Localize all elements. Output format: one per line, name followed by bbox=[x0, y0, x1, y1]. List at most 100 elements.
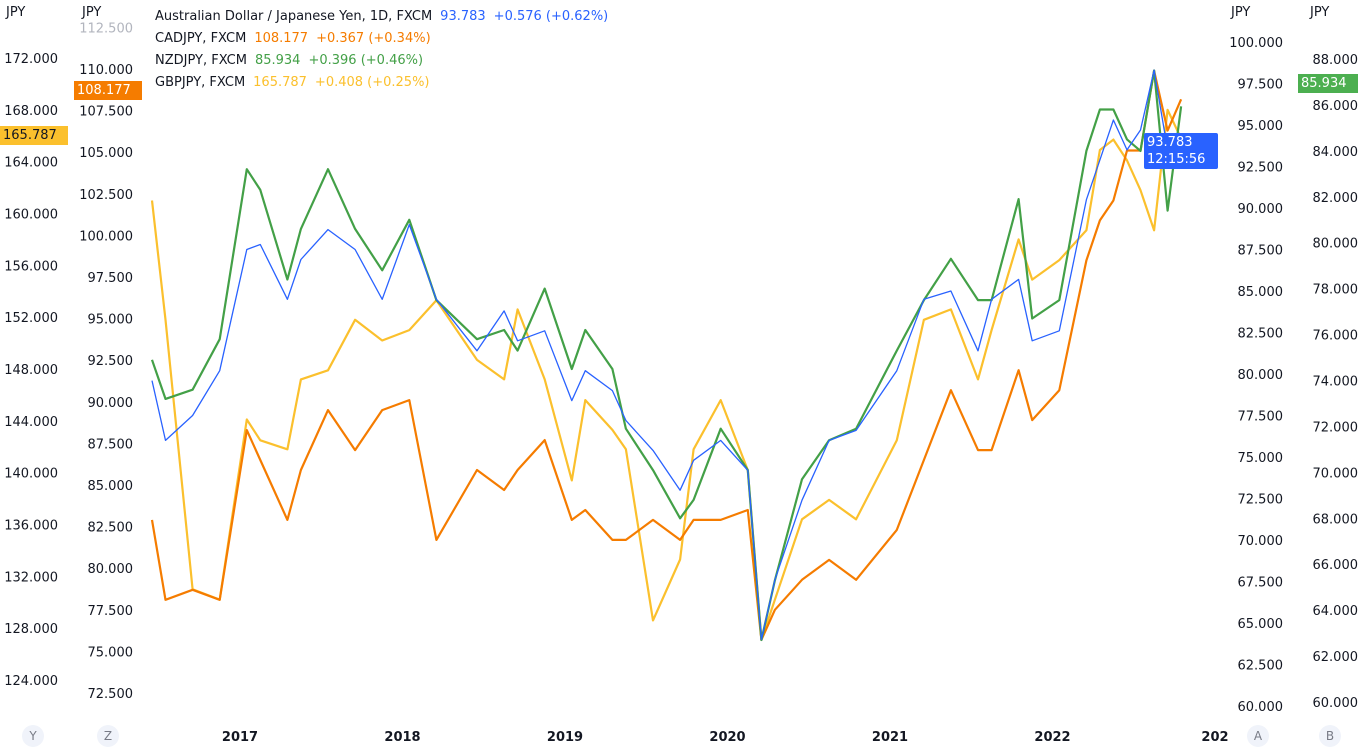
scale-a-tick-label: 67.500 bbox=[1238, 576, 1284, 591]
scale-b-tick-label: 68.000 bbox=[1313, 512, 1359, 527]
legend-value: 165.787 bbox=[253, 75, 307, 90]
series-line-nzdjpy[interactable] bbox=[150, 69, 1183, 642]
legend-change: +0.576 (+0.62%) bbox=[493, 9, 609, 24]
legend-change: +0.367 (+0.34%) bbox=[316, 31, 431, 46]
scale-b-tick-label: 82.000 bbox=[1313, 191, 1359, 206]
scale-a-tick-label: 100.000 bbox=[1229, 36, 1283, 51]
price-tag-audjpy: 93.783 12:15:56 bbox=[1144, 133, 1218, 169]
x-axis-tick-label: 2018 bbox=[384, 730, 420, 745]
scale-b-tick-label: 86.000 bbox=[1313, 99, 1359, 114]
scale-z-tick-label: 100.000 bbox=[79, 229, 133, 244]
scale-b-tick-label: 70.000 bbox=[1313, 466, 1359, 481]
scale-z-button[interactable]: Z bbox=[97, 725, 119, 747]
legend-value: 108.177 bbox=[254, 31, 309, 46]
scale-b-tick-label: 62.000 bbox=[1313, 650, 1359, 665]
scale-a-tick-label: 80.000 bbox=[1238, 368, 1284, 383]
x-axis-tick-label: 2021 bbox=[872, 730, 908, 745]
scale-y-tick-label: 168.000 bbox=[4, 104, 58, 119]
scale-a-tick-label: 62.500 bbox=[1238, 659, 1284, 674]
scale-y-tick-label: 132.000 bbox=[4, 570, 58, 585]
scale-y-tick-label: 164.000 bbox=[4, 156, 58, 171]
scale-a-tick-label: 65.000 bbox=[1238, 617, 1284, 632]
scale-a-unit: JPY bbox=[1231, 5, 1251, 20]
x-axis-tick-label: 2019 bbox=[547, 730, 583, 745]
scale-b-button[interactable]: B bbox=[1319, 725, 1341, 747]
price-tag-audjpy-value: 93.783 bbox=[1147, 135, 1193, 150]
scale-a-tick-label: 82.500 bbox=[1238, 327, 1284, 342]
scale-z-tick-label: 85.000 bbox=[88, 479, 134, 494]
scale-b-tick-label: 80.000 bbox=[1313, 237, 1359, 252]
scale-a-tick-label: 87.500 bbox=[1238, 244, 1284, 259]
price-tag-nzdjpy: 85.934 bbox=[1298, 74, 1358, 93]
scale-y-tick-label: 156.000 bbox=[4, 259, 58, 274]
legend-row-gbpjpy[interactable]: GBPJPY, FXCM 165.787 +0.408 (+0.25%) bbox=[155, 72, 608, 94]
scale-b-tick-label: 60.000 bbox=[1313, 696, 1359, 711]
legend-value: 85.934 bbox=[254, 53, 301, 68]
scale-z-tick-label: 87.500 bbox=[88, 437, 134, 452]
scale-y-unit: JPY bbox=[6, 5, 26, 20]
scale-z-tick-label: 82.500 bbox=[88, 521, 134, 536]
legend-change: +0.396 (+0.46%) bbox=[308, 53, 424, 68]
legend-symbol: CADJPY, FXCM bbox=[155, 31, 247, 46]
scale-z-tick-label: 95.000 bbox=[88, 313, 134, 328]
legend-symbol: GBPJPY, FXCM bbox=[155, 75, 246, 90]
scale-b-tick-label: 66.000 bbox=[1313, 558, 1359, 573]
series-line-gbpjpy[interactable] bbox=[150, 108, 1183, 641]
scale-a-tick-label: 97.500 bbox=[1238, 78, 1284, 93]
scale-y-tick-label: 148.000 bbox=[4, 363, 58, 378]
scale-b-tick-label: 74.000 bbox=[1313, 375, 1359, 390]
price-tag-cadjpy: 108.177 bbox=[74, 81, 142, 100]
x-axis-tick-label: 2022 bbox=[1034, 730, 1070, 745]
series-layer bbox=[150, 69, 1183, 642]
scale-a-tick-label: 60.000 bbox=[1238, 700, 1284, 715]
scale-z-tick-label: 75.000 bbox=[88, 645, 134, 660]
scale-a-tick-label: 90.000 bbox=[1238, 202, 1284, 217]
scale-z-tick-label: 112.500 bbox=[79, 21, 133, 36]
legend-row-nzdjpy[interactable]: NZDJPY, FXCM 85.934 +0.396 (+0.46%) bbox=[155, 50, 608, 72]
scale-a-tick-label: 70.000 bbox=[1238, 534, 1284, 549]
scale-z-tick-label: 105.000 bbox=[79, 146, 133, 161]
scale-y-tick-label: 140.000 bbox=[4, 467, 58, 482]
scale-z-tick-label: 110.000 bbox=[79, 63, 133, 78]
scale-b-tick-label: 72.000 bbox=[1313, 420, 1359, 435]
scale-y-tick-label: 136.000 bbox=[4, 519, 58, 534]
legend-change: +0.408 (+0.25%) bbox=[314, 75, 430, 90]
scale-a-tick-label: 85.000 bbox=[1238, 285, 1284, 300]
scale-z-tick-label: 72.500 bbox=[88, 687, 134, 702]
scale-a-button[interactable]: A bbox=[1247, 725, 1269, 747]
scale-y-tick-label: 172.000 bbox=[4, 52, 58, 67]
scale-a-tick-label: 95.000 bbox=[1238, 119, 1284, 134]
scale-b-tick-label: 76.000 bbox=[1313, 329, 1359, 344]
scale-a-tick-label: 92.500 bbox=[1238, 161, 1284, 176]
scale-y-tick-label: 144.000 bbox=[4, 415, 58, 430]
scale-b-tick-label: 88.000 bbox=[1313, 53, 1359, 68]
scale-b-tick-label: 84.000 bbox=[1313, 145, 1359, 160]
bar-countdown: 12:15:56 bbox=[1147, 152, 1206, 167]
price-tag-gbpjpy: 165.787 bbox=[0, 126, 68, 145]
legend-value: 93.783 bbox=[440, 9, 486, 24]
scale-y-button[interactable]: Y bbox=[22, 725, 44, 747]
legend-row-cadjpy[interactable]: CADJPY, FXCM 108.177 +0.367 (+0.34%) bbox=[155, 28, 608, 50]
x-axis-tick-label: 2017 bbox=[222, 730, 258, 745]
scale-z-tick-label: 80.000 bbox=[88, 562, 134, 577]
legend: Australian Dollar / Japanese Yen, 1D, FX… bbox=[155, 6, 608, 94]
series-line-australian-dollar-japanese-yen[interactable] bbox=[151, 69, 1182, 641]
scale-b-tick-label: 78.000 bbox=[1313, 283, 1359, 298]
scale-y-tick-label: 124.000 bbox=[4, 674, 58, 689]
scale-z-tick-label: 77.500 bbox=[88, 604, 134, 619]
series-line-cadjpy[interactable] bbox=[150, 69, 1183, 641]
legend-row-audjpy[interactable]: Australian Dollar / Japanese Yen, 1D, FX… bbox=[155, 6, 608, 28]
scale-z-unit: JPY bbox=[82, 5, 102, 20]
scale-a-tick-label: 77.500 bbox=[1238, 410, 1284, 425]
scale-y-tick-label: 160.000 bbox=[4, 208, 58, 223]
scale-b-tick-label: 64.000 bbox=[1313, 604, 1359, 619]
legend-symbol: NZDJPY, FXCM bbox=[155, 53, 247, 68]
scale-a-tick-label: 72.500 bbox=[1238, 493, 1284, 508]
scale-z-tick-label: 102.500 bbox=[79, 188, 133, 203]
scale-z-tick-label: 90.000 bbox=[88, 396, 134, 411]
scale-z-tick-label: 92.500 bbox=[88, 354, 134, 369]
x-axis-tick-label: 2020 bbox=[709, 730, 745, 745]
scale-b-unit: JPY bbox=[1310, 5, 1330, 20]
legend-symbol: Australian Dollar / Japanese Yen, 1D, FX… bbox=[155, 9, 433, 24]
